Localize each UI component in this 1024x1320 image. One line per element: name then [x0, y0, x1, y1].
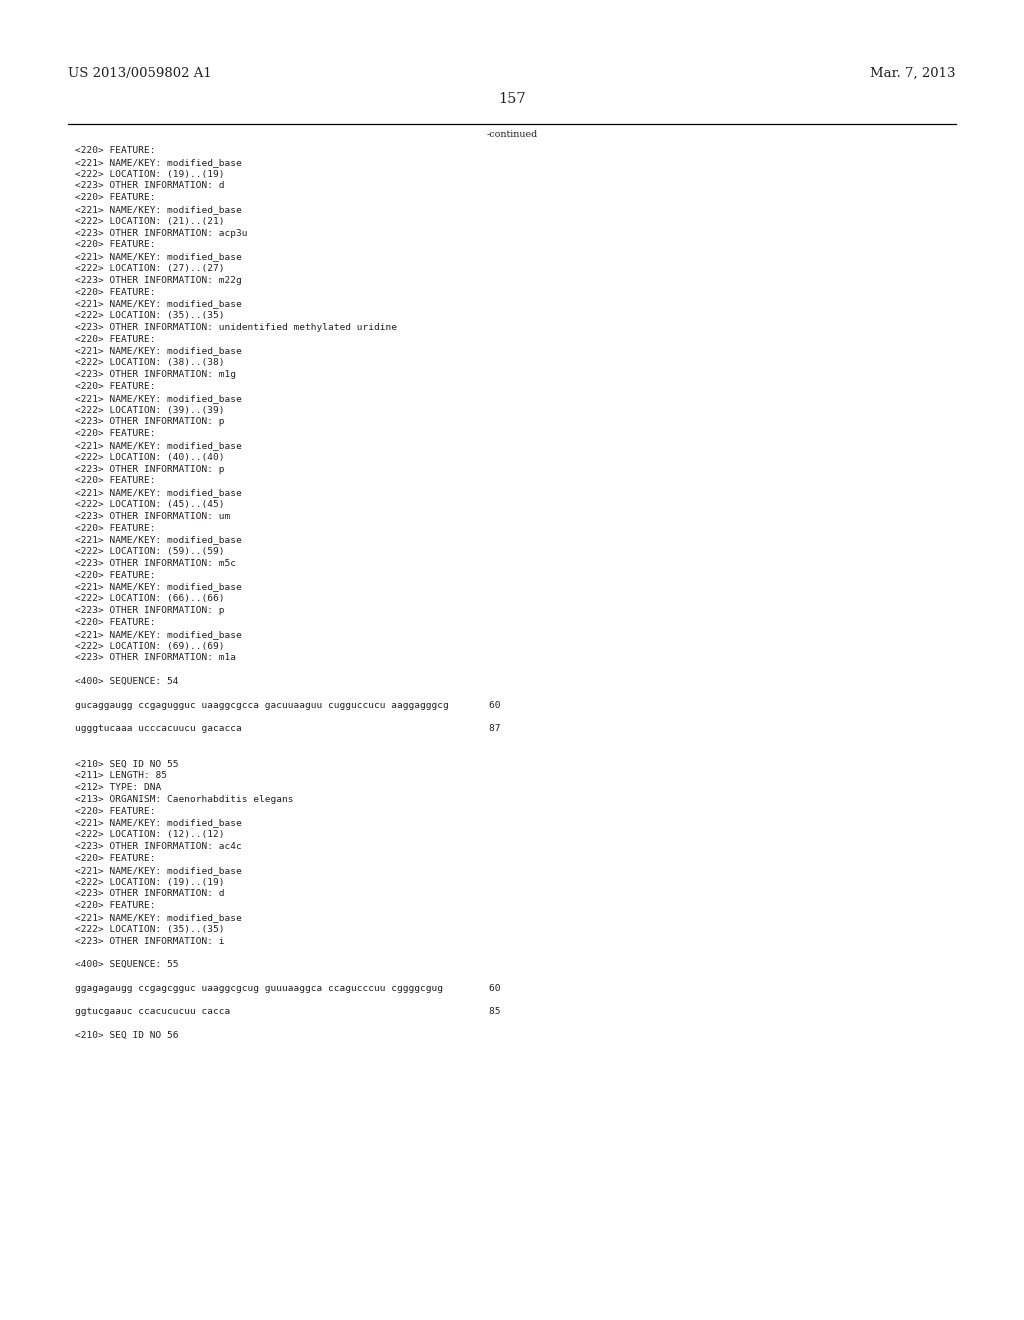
Text: <220> FEATURE:: <220> FEATURE: [75, 240, 156, 249]
Text: <223> OTHER INFORMATION: ac4c: <223> OTHER INFORMATION: ac4c [75, 842, 242, 851]
Text: <222> LOCATION: (40)..(40): <222> LOCATION: (40)..(40) [75, 453, 224, 462]
Text: <220> FEATURE:: <220> FEATURE: [75, 807, 156, 816]
Text: <400> SEQUENCE: 55: <400> SEQUENCE: 55 [75, 960, 178, 969]
Text: <220> FEATURE:: <220> FEATURE: [75, 147, 156, 154]
Text: <222> LOCATION: (69)..(69): <222> LOCATION: (69)..(69) [75, 642, 224, 651]
Text: <220> FEATURE:: <220> FEATURE: [75, 570, 156, 579]
Text: gucaggaugg ccgagugguc uaaggcgcca gacuuaaguu cugguccucu aaggagggcg       60: gucaggaugg ccgagugguc uaaggcgcca gacuuaa… [75, 701, 501, 710]
Text: <220> FEATURE:: <220> FEATURE: [75, 524, 156, 532]
Text: <222> LOCATION: (12)..(12): <222> LOCATION: (12)..(12) [75, 830, 224, 840]
Text: <210> SEQ ID NO 55: <210> SEQ ID NO 55 [75, 759, 178, 768]
Text: ggtucgaauc ccacucucuu cacca                                             85: ggtucgaauc ccacucucuu cacca 85 [75, 1007, 501, 1016]
Text: <223> OTHER INFORMATION: m1a: <223> OTHER INFORMATION: m1a [75, 653, 236, 663]
Text: <223> OTHER INFORMATION: m5c: <223> OTHER INFORMATION: m5c [75, 558, 236, 568]
Text: <221> NAME/KEY: modified_base: <221> NAME/KEY: modified_base [75, 347, 242, 355]
Text: <223> OTHER INFORMATION: acp3u: <223> OTHER INFORMATION: acp3u [75, 228, 248, 238]
Text: ggagagaugg ccgagcgguc uaaggcgcug guuuaaggca ccagucccuu cggggcgug        60: ggagagaugg ccgagcgguc uaaggcgcug guuuaag… [75, 983, 501, 993]
Text: <220> FEATURE:: <220> FEATURE: [75, 193, 156, 202]
Text: <212> TYPE: DNA: <212> TYPE: DNA [75, 783, 161, 792]
Text: <222> LOCATION: (39)..(39): <222> LOCATION: (39)..(39) [75, 405, 224, 414]
Text: <221> NAME/KEY: modified_base: <221> NAME/KEY: modified_base [75, 205, 242, 214]
Text: US 2013/0059802 A1: US 2013/0059802 A1 [68, 67, 212, 81]
Text: <221> NAME/KEY: modified_base: <221> NAME/KEY: modified_base [75, 252, 242, 261]
Text: <220> FEATURE:: <220> FEATURE: [75, 429, 156, 438]
Text: <223> OTHER INFORMATION: i: <223> OTHER INFORMATION: i [75, 937, 224, 945]
Text: -continued: -continued [486, 129, 538, 139]
Text: <221> NAME/KEY: modified_base: <221> NAME/KEY: modified_base [75, 866, 242, 875]
Text: <223> OTHER INFORMATION: d: <223> OTHER INFORMATION: d [75, 181, 224, 190]
Text: <400> SEQUENCE: 54: <400> SEQUENCE: 54 [75, 677, 178, 686]
Text: <223> OTHER INFORMATION: unidentified methylated uridine: <223> OTHER INFORMATION: unidentified me… [75, 323, 397, 333]
Text: <221> NAME/KEY: modified_base: <221> NAME/KEY: modified_base [75, 536, 242, 544]
Text: <223> OTHER INFORMATION: p: <223> OTHER INFORMATION: p [75, 606, 224, 615]
Text: <220> FEATURE:: <220> FEATURE: [75, 854, 156, 863]
Text: <210> SEQ ID NO 56: <210> SEQ ID NO 56 [75, 1031, 178, 1040]
Text: <213> ORGANISM: Caenorhabditis elegans: <213> ORGANISM: Caenorhabditis elegans [75, 795, 294, 804]
Text: <220> FEATURE:: <220> FEATURE: [75, 381, 156, 391]
Text: <221> NAME/KEY: modified_base: <221> NAME/KEY: modified_base [75, 158, 242, 166]
Text: <220> FEATURE:: <220> FEATURE: [75, 335, 156, 343]
Text: <220> FEATURE:: <220> FEATURE: [75, 477, 156, 486]
Text: <223> OTHER INFORMATION: d: <223> OTHER INFORMATION: d [75, 890, 224, 899]
Text: <211> LENGTH: 85: <211> LENGTH: 85 [75, 771, 167, 780]
Text: <220> FEATURE:: <220> FEATURE: [75, 618, 156, 627]
Text: <222> LOCATION: (21)..(21): <222> LOCATION: (21)..(21) [75, 216, 224, 226]
Text: <221> NAME/KEY: modified_base: <221> NAME/KEY: modified_base [75, 488, 242, 498]
Text: <222> LOCATION: (19)..(19): <222> LOCATION: (19)..(19) [75, 169, 224, 178]
Text: <222> LOCATION: (27)..(27): <222> LOCATION: (27)..(27) [75, 264, 224, 273]
Text: <221> NAME/KEY: modified_base: <221> NAME/KEY: modified_base [75, 582, 242, 591]
Text: <223> OTHER INFORMATION: m1g: <223> OTHER INFORMATION: m1g [75, 370, 236, 379]
Text: <221> NAME/KEY: modified_base: <221> NAME/KEY: modified_base [75, 630, 242, 639]
Text: ugggtucaaa ucccacuucu gacacca                                           87: ugggtucaaa ucccacuucu gacacca 87 [75, 725, 501, 733]
Text: <223> OTHER INFORMATION: um: <223> OTHER INFORMATION: um [75, 512, 230, 521]
Text: <220> FEATURE:: <220> FEATURE: [75, 902, 156, 911]
Text: <221> NAME/KEY: modified_base: <221> NAME/KEY: modified_base [75, 393, 242, 403]
Text: <222> LOCATION: (38)..(38): <222> LOCATION: (38)..(38) [75, 359, 224, 367]
Text: <221> NAME/KEY: modified_base: <221> NAME/KEY: modified_base [75, 300, 242, 309]
Text: <222> LOCATION: (35)..(35): <222> LOCATION: (35)..(35) [75, 312, 224, 321]
Text: <222> LOCATION: (35)..(35): <222> LOCATION: (35)..(35) [75, 925, 224, 933]
Text: <221> NAME/KEY: modified_base: <221> NAME/KEY: modified_base [75, 913, 242, 921]
Text: <223> OTHER INFORMATION: m22g: <223> OTHER INFORMATION: m22g [75, 276, 242, 285]
Text: Mar. 7, 2013: Mar. 7, 2013 [870, 67, 956, 81]
Text: <223> OTHER INFORMATION: p: <223> OTHER INFORMATION: p [75, 417, 224, 426]
Text: <222> LOCATION: (19)..(19): <222> LOCATION: (19)..(19) [75, 878, 224, 887]
Text: <223> OTHER INFORMATION: p: <223> OTHER INFORMATION: p [75, 465, 224, 474]
Text: 157: 157 [499, 92, 525, 106]
Text: <220> FEATURE:: <220> FEATURE: [75, 288, 156, 297]
Text: <222> LOCATION: (59)..(59): <222> LOCATION: (59)..(59) [75, 548, 224, 556]
Text: <222> LOCATION: (45)..(45): <222> LOCATION: (45)..(45) [75, 500, 224, 510]
Text: <222> LOCATION: (66)..(66): <222> LOCATION: (66)..(66) [75, 594, 224, 603]
Text: <221> NAME/KEY: modified_base: <221> NAME/KEY: modified_base [75, 441, 242, 450]
Text: <221> NAME/KEY: modified_base: <221> NAME/KEY: modified_base [75, 818, 242, 828]
